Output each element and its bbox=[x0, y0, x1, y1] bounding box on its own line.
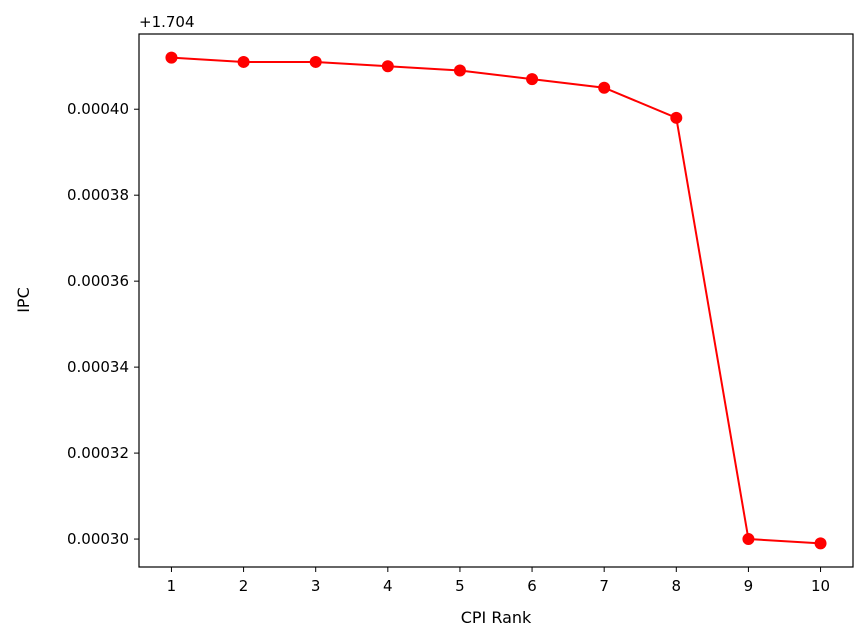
x-tick-label: 1 bbox=[167, 577, 177, 595]
x-tick-label: 10 bbox=[811, 577, 830, 595]
series-group bbox=[165, 51, 827, 550]
x-tick-label: 5 bbox=[455, 577, 465, 595]
y-tick-label: 0.00036 bbox=[67, 272, 129, 290]
x-tick-label: 9 bbox=[744, 577, 754, 595]
y-tick-label: 0.00040 bbox=[67, 100, 129, 118]
data-point bbox=[814, 537, 827, 550]
y-axis-ticks: 0.00030 0.00032 0.00034 0.00036 0.00038 0.000… bbox=[67, 100, 139, 548]
series-line bbox=[171, 56, 821, 545]
y-offset-label: +1.704 bbox=[139, 13, 195, 31]
data-point bbox=[237, 55, 250, 68]
data-point bbox=[742, 533, 755, 546]
data-point bbox=[670, 111, 683, 124]
x-tick-label: 6 bbox=[527, 577, 537, 595]
x-tick-label: 8 bbox=[672, 577, 682, 595]
x-axis-ticks: 1 2 3 4 5 6 7 8 9 10 bbox=[167, 567, 830, 595]
y-tick-label: 0.00034 bbox=[67, 358, 129, 376]
data-point bbox=[381, 60, 394, 73]
data-point bbox=[598, 81, 611, 94]
y-tick-label: 0.00030 bbox=[67, 530, 129, 548]
plot-area-frame bbox=[138, 33, 854, 568]
x-tick-label: 4 bbox=[383, 577, 393, 595]
y-tick-label: 0.00032 bbox=[67, 444, 129, 462]
data-point bbox=[309, 55, 322, 68]
y-axis-label: IPC bbox=[14, 287, 33, 313]
x-tick-label: 2 bbox=[239, 577, 249, 595]
data-point bbox=[526, 73, 539, 86]
x-tick-label: 3 bbox=[311, 577, 321, 595]
x-tick-label: 7 bbox=[599, 577, 609, 595]
data-point bbox=[165, 51, 178, 64]
x-axis-label: CPI Rank bbox=[461, 608, 532, 627]
data-point bbox=[453, 64, 466, 77]
y-tick-label: 0.00038 bbox=[67, 186, 129, 204]
